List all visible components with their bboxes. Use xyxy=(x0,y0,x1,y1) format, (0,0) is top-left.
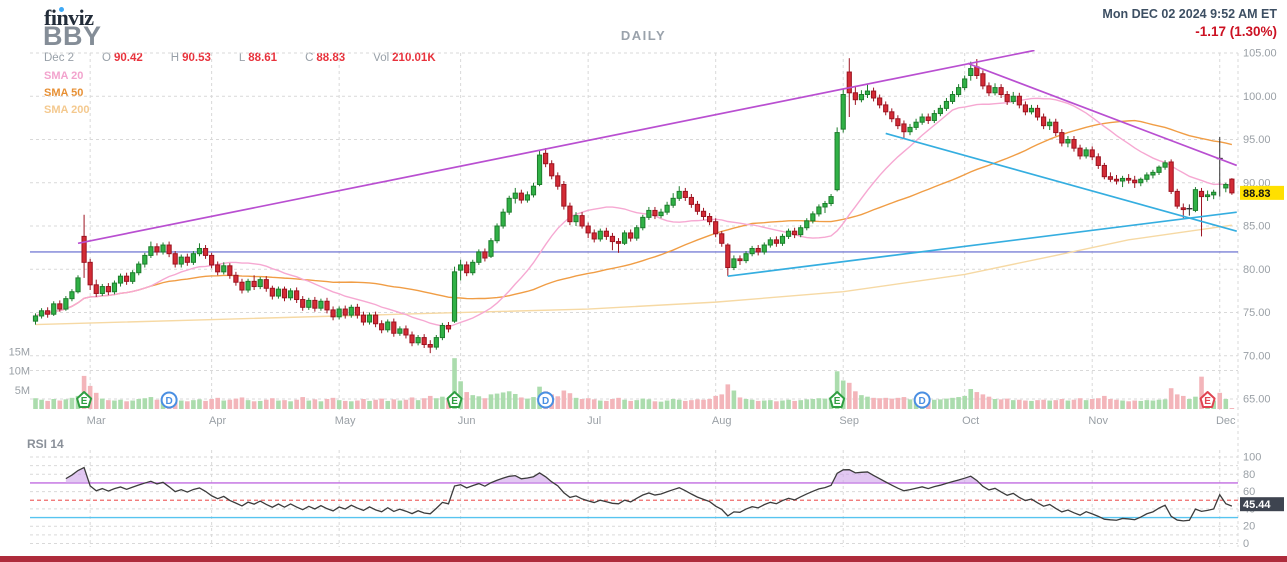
earnings-badge[interactable]: E xyxy=(76,391,93,408)
falling-support-cyan xyxy=(885,132,1237,233)
rsi-value-badge: 45.44 xyxy=(1240,497,1284,512)
svg-text:Jul: Jul xyxy=(587,415,601,427)
svg-text:65.00: 65.00 xyxy=(1243,394,1271,406)
svg-text:E: E xyxy=(81,396,88,407)
bottom-red-bar xyxy=(0,556,1287,562)
price-change: -1.17 (1.30%) xyxy=(1195,24,1277,39)
quote-high: H 90.53 xyxy=(170,52,211,64)
dividend-badge[interactable]: D xyxy=(913,391,931,409)
quote-close: C 88.83 xyxy=(305,52,346,64)
ohlc-quote-row: Dec 2 O 90.42 H 90.53 L 88.61 C 88.83 Vo… xyxy=(44,52,436,64)
svg-text:100: 100 xyxy=(1243,452,1261,464)
quote-open: O 90.42 xyxy=(102,52,143,64)
volume-bars xyxy=(33,358,1235,409)
rsi-line xyxy=(65,466,1233,522)
trendlines xyxy=(77,50,1238,278)
dividend-badge[interactable]: D xyxy=(160,391,178,409)
svg-text:Apr: Apr xyxy=(209,415,226,427)
quote-date: Dec 2 xyxy=(44,52,75,64)
svg-text:E: E xyxy=(834,396,841,407)
svg-text:60: 60 xyxy=(1243,486,1255,498)
svg-text:E: E xyxy=(1204,396,1211,407)
dividend-badge[interactable]: D xyxy=(537,391,555,409)
quote-low: L 88.61 xyxy=(238,52,278,64)
svg-text:Sep: Sep xyxy=(839,415,859,427)
sma-overlays xyxy=(35,97,1233,328)
svg-text:75.00: 75.00 xyxy=(1243,307,1271,319)
svg-text:Mar: Mar xyxy=(87,415,106,427)
svg-text:88.83: 88.83 xyxy=(1243,188,1271,200)
svg-text:D: D xyxy=(165,396,172,407)
svg-text:15M: 15M xyxy=(9,346,30,358)
finviz-logo[interactable]: finviz xyxy=(44,5,94,30)
earnings-badge[interactable]: E xyxy=(446,391,463,408)
svg-text:70.00: 70.00 xyxy=(1243,350,1271,362)
candlesticks xyxy=(32,58,1235,354)
rsi-panel-title: RSI 14 xyxy=(27,437,64,451)
sma20-line xyxy=(35,97,1232,328)
timeframe-label: DAILY xyxy=(620,28,667,43)
gridlines xyxy=(30,52,1239,547)
svg-text:Aug: Aug xyxy=(712,415,732,427)
svg-text:5M: 5M xyxy=(15,385,30,397)
svg-text:20: 20 xyxy=(1243,521,1255,533)
falling-resistance-purple xyxy=(967,62,1238,167)
quote-datetime: Mon DEC 02 2024 9:52 AM ET xyxy=(1102,7,1277,21)
svg-text:105.00: 105.00 xyxy=(1243,48,1277,60)
rising-support-cyan xyxy=(727,211,1237,278)
svg-text:80.00: 80.00 xyxy=(1243,264,1271,276)
finviz-logo-dot-icon xyxy=(59,7,64,12)
sma50-line xyxy=(35,119,1233,317)
svg-text:80: 80 xyxy=(1243,469,1255,481)
svg-text:E: E xyxy=(451,396,458,407)
svg-text:Dec: Dec xyxy=(1216,415,1236,427)
svg-text:Nov: Nov xyxy=(1088,415,1108,427)
svg-text:Jun: Jun xyxy=(458,415,476,427)
earnings-badge[interactable]: E xyxy=(829,391,846,408)
svg-text:45.44: 45.44 xyxy=(1243,499,1271,511)
svg-text:95.00: 95.00 xyxy=(1243,134,1271,146)
earnings-badge[interactable]: E xyxy=(1199,391,1216,408)
svg-text:10M: 10M xyxy=(9,366,30,378)
last-price-badge: 88.83 xyxy=(1240,185,1284,200)
sma20-legend: SMA 20 xyxy=(44,70,84,82)
svg-text:May: May xyxy=(335,415,356,427)
svg-text:85.00: 85.00 xyxy=(1243,221,1271,233)
sma200-line xyxy=(35,224,1232,326)
ticker-symbol: BBY xyxy=(43,21,102,51)
axis-labels: 105.00100.0095.0090.0085.0080.0075.0070.… xyxy=(9,48,1277,551)
svg-text:Oct: Oct xyxy=(962,415,979,427)
quote-volume: Vol 210.01K xyxy=(373,52,436,64)
rising-channel-purple xyxy=(77,50,1035,245)
svg-text:D: D xyxy=(919,396,926,407)
sma200-legend: SMA 200 xyxy=(44,104,90,116)
svg-text:100.00: 100.00 xyxy=(1243,91,1277,103)
svg-text:D: D xyxy=(542,396,549,407)
svg-text:0: 0 xyxy=(1243,538,1249,550)
